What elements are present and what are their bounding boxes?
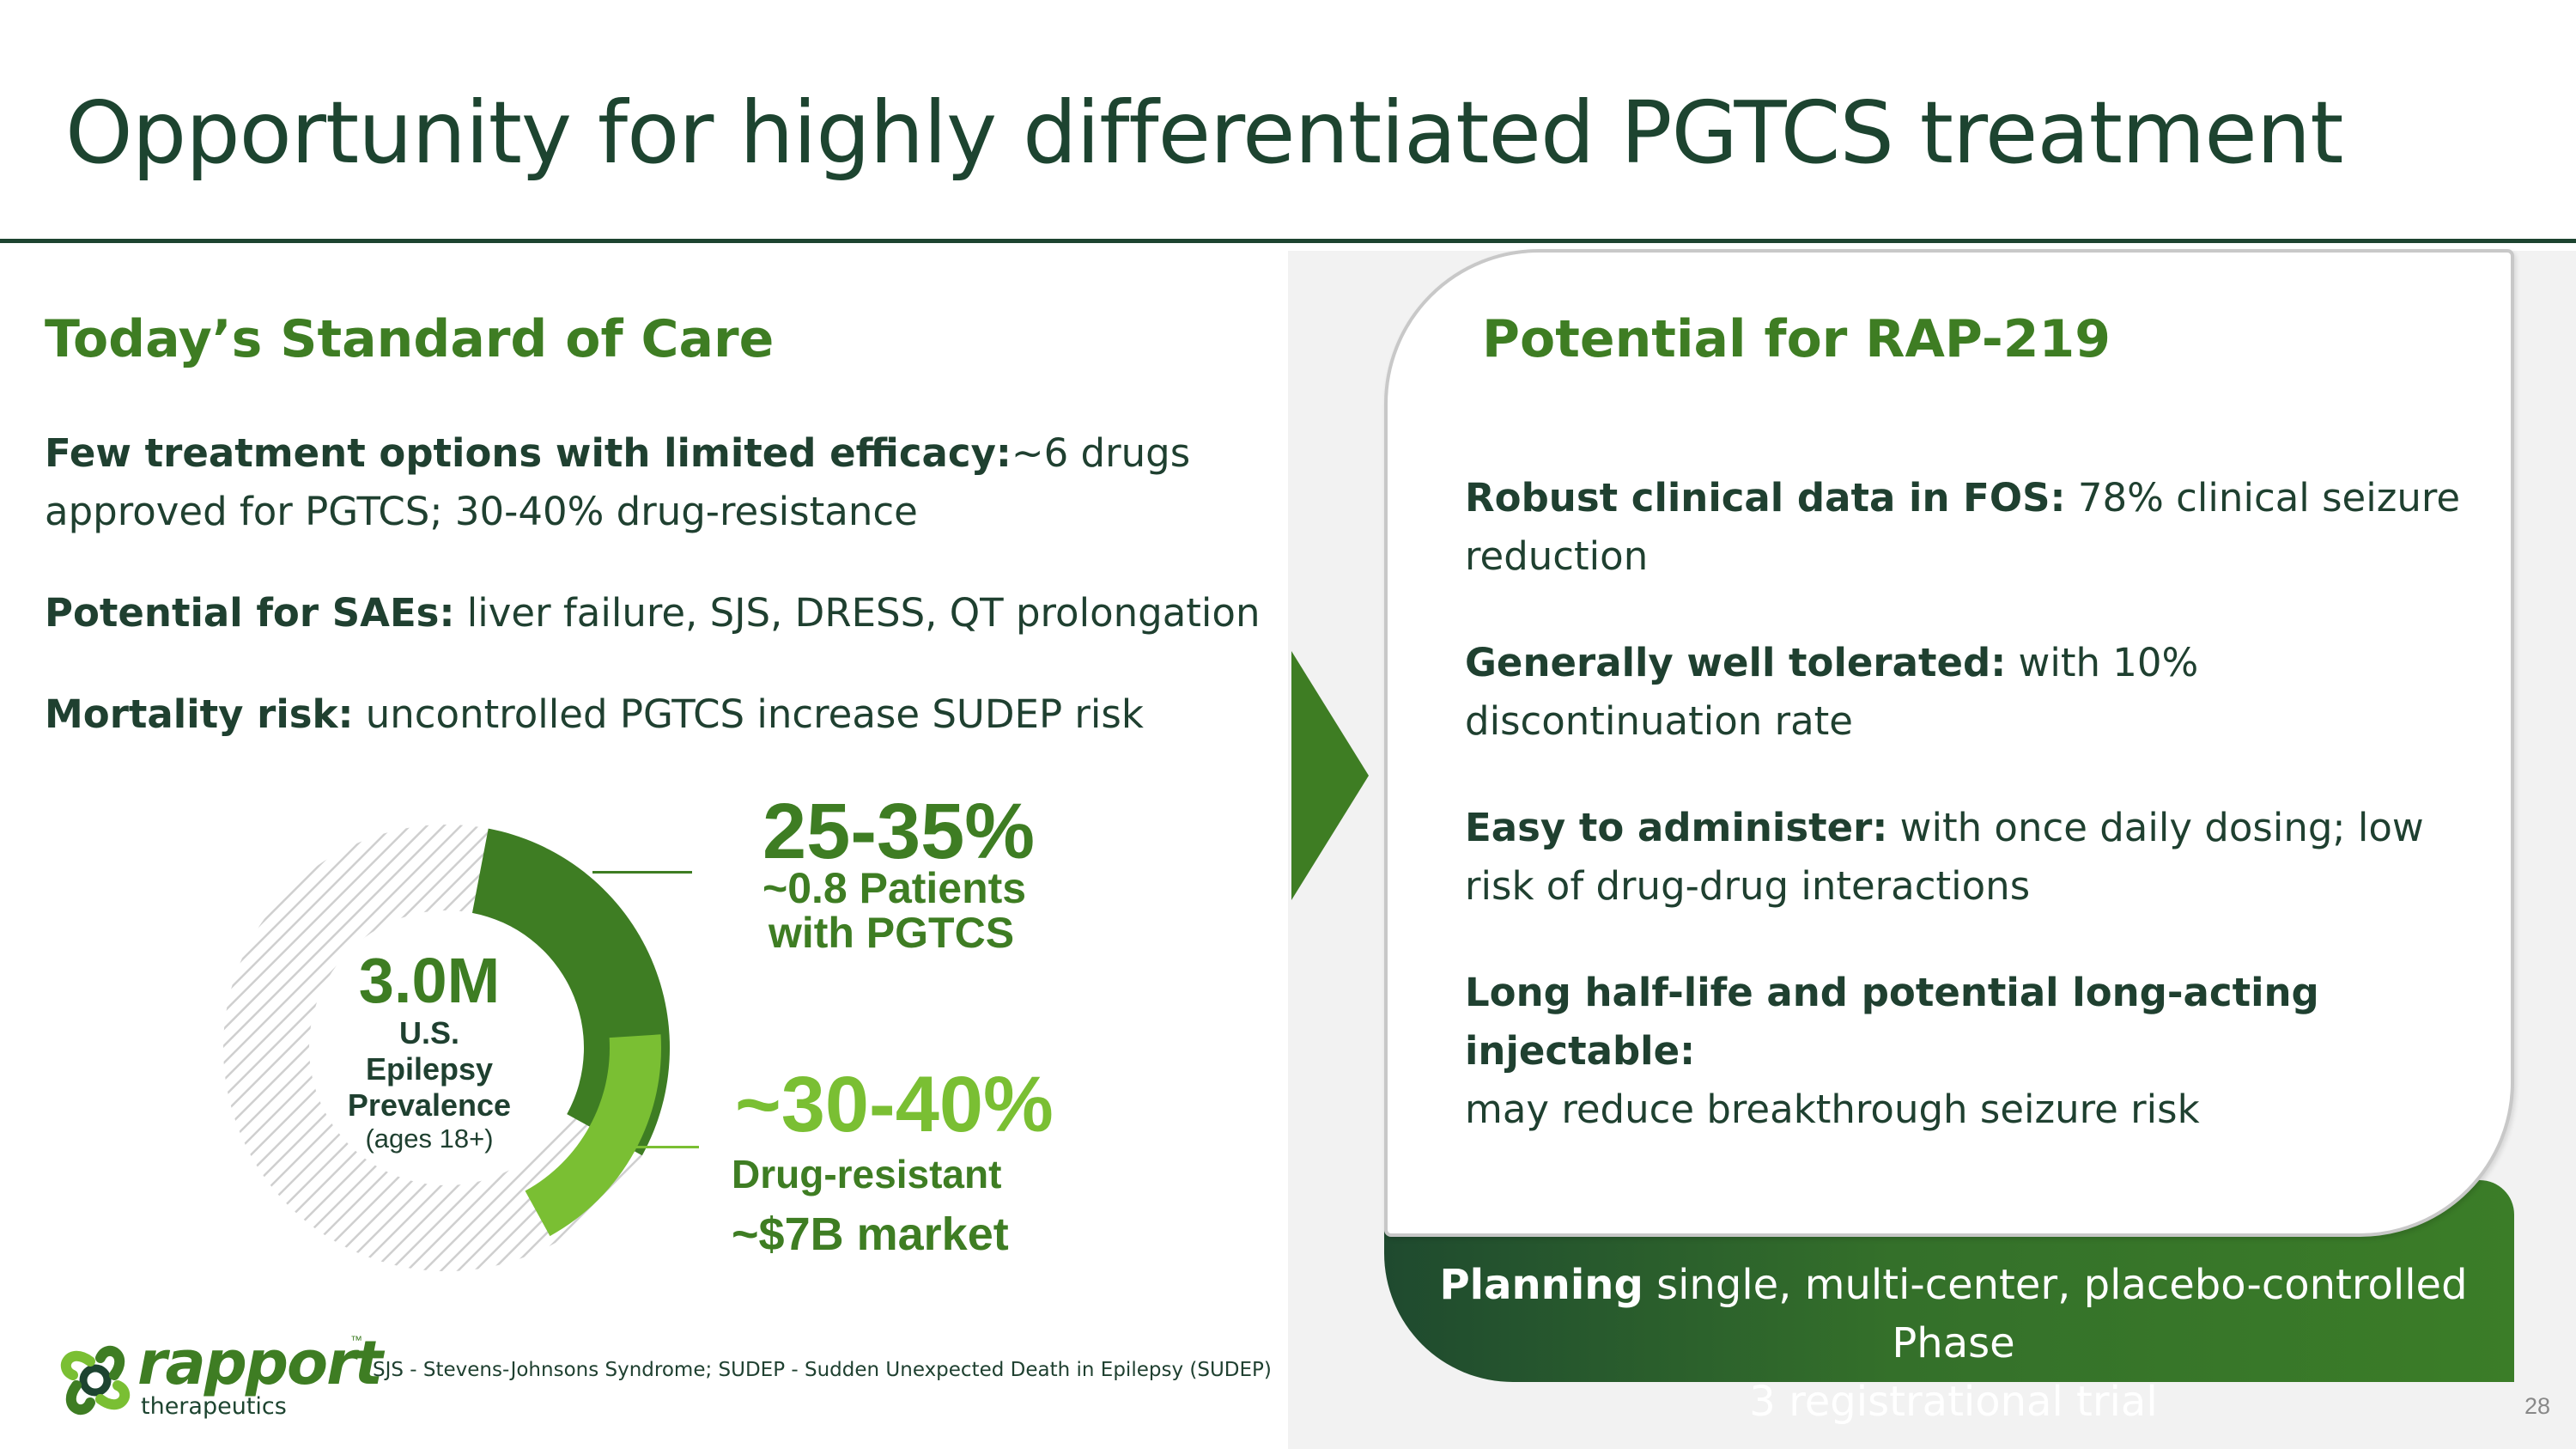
rapport-logo-mark	[60, 1345, 131, 1416]
chevron-right-icon	[1291, 651, 1369, 900]
slide-title: Opportunity for highly differentiated PG…	[65, 82, 2343, 183]
item-text: 78% clinical seizure	[2077, 475, 2461, 521]
item-bold-label: Generally well tolerated:	[1465, 640, 2007, 685]
rap-219-item-administration: Easy to administer: with once daily dosi…	[1465, 799, 2495, 916]
stat2-value: ~30-40%	[735, 1061, 1054, 1148]
title-divider	[0, 239, 2576, 243]
page-number: 28	[2524, 1393, 2551, 1419]
donut-label-line: Prevalence	[347, 1087, 512, 1123]
stat2-market: ~$7B market	[732, 1209, 1009, 1260]
standard-of-care-item-mortality: Mortality risk: uncontrolled PGTCS incre…	[45, 685, 1281, 744]
prevalence-donut-chart	[223, 825, 670, 1271]
rap-219-item-tolerability: Generally well tolerated: with 10% disco…	[1465, 634, 2495, 751]
donut-label-line: U.S.	[398, 1015, 459, 1050]
footnote: SJS - Stevens-Johnsons Syndrome; SUDEP -…	[373, 1359, 1272, 1381]
banner-text: single, multi-center, placebo-controlled…	[1656, 1261, 2468, 1367]
stat1-leader-line	[592, 871, 692, 874]
item-text: discontinuation rate	[1465, 698, 1853, 744]
item-text: uncontrolled PGTCS increase SUDEP risk	[365, 691, 1144, 737]
donut-segment-drug-resistant	[525, 1034, 661, 1237]
rap-219-heading: Potential for RAP-219	[1482, 309, 2111, 369]
item-bold-label: Few treatment options with limited effic…	[45, 430, 1012, 476]
stat2-description: Drug-resistant	[732, 1152, 1002, 1196]
logo-subtitle: therapeutics	[141, 1393, 287, 1420]
item-bold-label: Mortality risk:	[45, 691, 354, 737]
rap-219-card	[1384, 249, 2514, 1237]
item-text: approved for PGTCS; 30-40% drug-resistan…	[45, 489, 918, 534]
donut-age-note: (ages 18+)	[365, 1123, 494, 1154]
logo-trademark: ™	[350, 1333, 362, 1347]
item-bold-label: Robust clinical data in FOS:	[1465, 475, 2066, 521]
item-bold-label: Long half-life and potential long-acting…	[1465, 970, 2319, 1074]
donut-center-label: 3.0M U.S. Epilepsy Prevalence (ages 18+)	[326, 947, 532, 1154]
standard-of-care-item-efficacy: Few treatment options with limited effic…	[45, 424, 1247, 541]
item-text: liver failure, SJS, DRESS, QT prolongati…	[466, 590, 1261, 636]
banner-text: 3 registrational trial	[1749, 1378, 2158, 1426]
item-bold-label: Potential for SAEs:	[45, 590, 455, 636]
stat1-description: ~0.8 Patients with PGTCS	[762, 864, 1027, 957]
banner-bold-label: Planning	[1439, 1261, 1643, 1309]
item-text: reduction	[1465, 533, 1649, 579]
rapport-logo: rapport ™ therapeutics	[48, 1328, 383, 1428]
planning-banner-text: Planning single, multi-center, placebo-c…	[1400, 1256, 2507, 1431]
standard-of-care-heading: Today’s Standard of Care	[45, 309, 775, 369]
item-text: with once daily dosing; low	[1899, 805, 2424, 850]
item-text: ~6 drugs	[1011, 430, 1191, 476]
rap-219-item-half-life: Long half-life and potential long-acting…	[1465, 964, 2495, 1139]
item-text: may reduce breakthrough seizure risk	[1465, 1087, 2200, 1132]
rap-219-item-clinical-data: Robust clinical data in FOS: 78% clinica…	[1465, 469, 2495, 586]
item-text: with 10%	[2018, 640, 2199, 685]
stat1-line: with PGTCS	[768, 909, 1015, 957]
standard-of-care-item-saes: Potential for SAEs: liver failure, SJS, …	[45, 584, 1281, 642]
stat2-leader-line	[627, 1146, 699, 1148]
item-bold-label: Easy to administer:	[1465, 805, 1888, 850]
logo-wordmark: rapport	[137, 1328, 383, 1398]
stat1-line: ~0.8 Patients	[762, 864, 1027, 912]
donut-label-line: Epilepsy	[365, 1051, 494, 1087]
donut-total-value: 3.0M	[358, 945, 501, 1016]
stat1-value: 25-35%	[762, 788, 1036, 875]
item-text: risk of drug-drug interactions	[1465, 863, 2031, 909]
